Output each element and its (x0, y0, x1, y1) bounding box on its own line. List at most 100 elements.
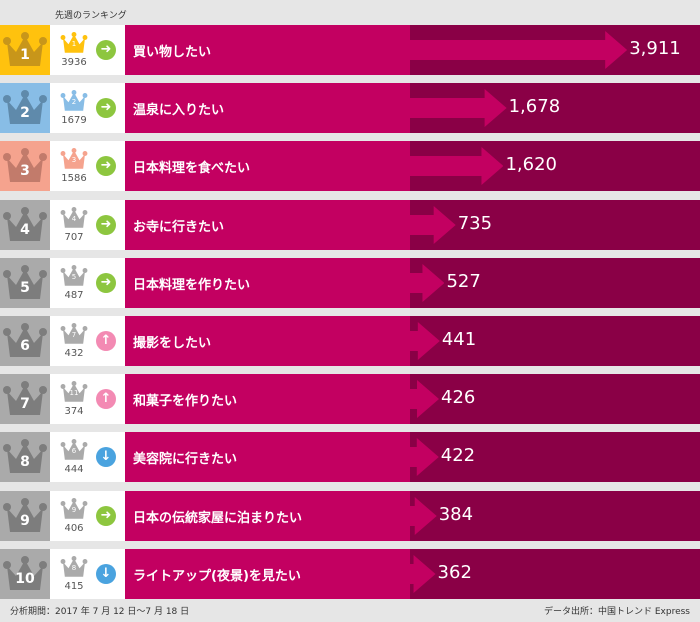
rank-badge: 3 (0, 141, 50, 192)
crown-icon (3, 439, 47, 474)
previous-count: 444 (64, 464, 84, 476)
rank-number: 7 (20, 396, 30, 413)
previous-count: 707 (64, 231, 84, 243)
value-area (410, 374, 700, 425)
value-area (410, 316, 700, 366)
previous-count: 1679 (61, 115, 87, 127)
ranking-row: 5 5 487 ➜ 日本料理を作りたい 527 (0, 257, 700, 308)
rank-number: 4 (20, 221, 30, 238)
rank-badge: 10 (0, 548, 50, 599)
label-bar: 日本料理を食べたい (125, 141, 410, 192)
ranking-row: 7 11 374 ↑ 和菓子を作りたい 426 (0, 374, 700, 425)
value-area (410, 199, 700, 250)
item-label: 美容院に行きたい (133, 452, 238, 468)
previous-count: 374 (64, 406, 84, 418)
previous-rank: 1 (71, 40, 77, 48)
previous-rank: 11 (69, 389, 79, 398)
previous-week: 6 444 ↓ (50, 432, 125, 483)
value-arrow (410, 263, 445, 302)
value-arrow (410, 31, 628, 69)
previous-rank: 5 (71, 272, 77, 281)
value-label: 441 (441, 329, 477, 350)
previous-week: 4 707 ➜ (50, 199, 125, 250)
value-arrow (410, 89, 507, 128)
small-crown-icon (60, 555, 88, 577)
trend-same-icon: ➜ (96, 156, 116, 177)
rank-number: 10 (15, 570, 35, 587)
small-crown-icon (60, 439, 88, 461)
label-bar: 温泉に入りたい (125, 83, 410, 134)
item-label: 和菓子を作りたい (133, 394, 238, 410)
small-crown-icon (60, 206, 88, 228)
item-label: 日本料理を食べたい (133, 161, 251, 177)
small-crown-icon (60, 148, 88, 170)
value-arrow (410, 496, 437, 535)
label-bar: ライトアップ(夜景)を見たい (125, 548, 410, 599)
label-bar: 日本の伝統家屋に泊まりたい (125, 490, 410, 541)
value-arrow (410, 205, 456, 244)
label-bar: 買い物したい (125, 25, 410, 75)
value-area (410, 548, 700, 599)
item-label: 温泉に入りたい (133, 103, 225, 119)
crown-icon (3, 90, 47, 125)
label-bar: 和菓子を作りたい (125, 374, 410, 425)
trend-same-icon: ➜ (96, 98, 116, 119)
rank-number: 2 (20, 105, 30, 122)
crown-icon (3, 32, 47, 66)
trend-same-icon: ➜ (96, 505, 116, 526)
rank-badge: 4 (0, 199, 50, 250)
rank-badge: 6 (0, 316, 50, 366)
rank-number: 6 (20, 338, 30, 354)
ranking-row: 2 2 1679 ➜ 温泉に入りたい 1,678 (0, 83, 700, 134)
item-label: ライトアップ(夜景)を見たい (133, 568, 301, 584)
label-bar: 日本料理を作りたい (125, 257, 410, 308)
previous-week: 3 1586 ➜ (50, 141, 125, 192)
previous-rank: 8 (71, 563, 77, 572)
trend-up-icon: ↑ (96, 389, 116, 410)
crown-icon (3, 264, 47, 299)
rank-number: 8 (20, 454, 30, 471)
previous-count: 1586 (61, 173, 87, 185)
value-arrow (410, 438, 439, 477)
ranking-row: 10 8 415 ↓ ライトアップ(夜景)を見たい 362 (0, 548, 700, 599)
previous-week: 7 432 ↑ (50, 316, 125, 366)
item-label: 日本の伝統家屋に泊まりたい (133, 510, 303, 526)
analysis-period: 分析期間：2017 年 7 月 12 日〜7 月 18 日 (10, 607, 190, 617)
previous-rank: 6 (71, 447, 77, 456)
previous-week: 1 3936 ➜ (50, 25, 125, 75)
small-crown-icon (60, 497, 88, 519)
value-area (410, 432, 700, 483)
label-bar: 美容院に行きたい (125, 432, 410, 483)
previous-rank: 4 (71, 214, 77, 223)
value-arrow (410, 380, 439, 419)
value-arrow (410, 554, 436, 593)
ranking-row: 4 4 707 ➜ お寺に行きたい 735 (0, 199, 700, 250)
label-bar: 撮影をしたい (125, 316, 410, 366)
value-label: 3,911 (629, 38, 681, 59)
rank-badge: 1 (0, 25, 50, 75)
small-crown-icon (60, 32, 88, 53)
value-label: 422 (440, 445, 476, 467)
rank-badge: 7 (0, 374, 50, 425)
small-crown-icon (60, 90, 88, 111)
previous-count: 487 (64, 289, 84, 301)
previous-count: 3936 (61, 57, 87, 68)
value-area (410, 257, 700, 308)
item-label: 日本料理を作りたい (133, 277, 251, 293)
item-label: お寺に行きたい (133, 219, 225, 235)
rank-number: 9 (20, 512, 30, 529)
trend-down-icon: ↓ (96, 563, 116, 584)
ranking-row: 6 7 432 ↑ 撮影をしたい 441 (0, 316, 700, 366)
value-label: 1,678 (508, 96, 561, 118)
small-crown-icon (60, 323, 88, 344)
ranking-row: 3 3 1586 ➜ 日本料理を食べたい 1,620 (0, 141, 700, 192)
crown-icon (3, 555, 47, 590)
previous-rank: 9 (71, 505, 77, 514)
rank-badge: 5 (0, 257, 50, 308)
rank-number: 1 (20, 47, 30, 63)
value-label: 1,620 (505, 154, 557, 176)
value-label: 527 (446, 270, 481, 292)
prev-week-header: 先週のランキング (55, 11, 127, 21)
previous-week: 2 1679 ➜ (50, 83, 125, 134)
data-source: データ出所：中国トレンド Express (543, 607, 690, 617)
